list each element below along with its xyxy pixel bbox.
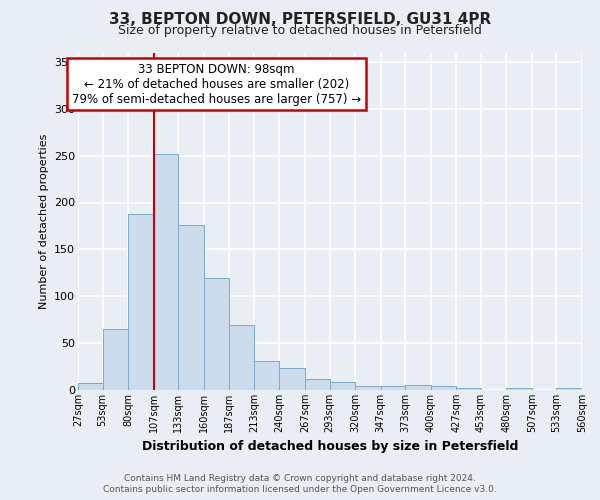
Bar xyxy=(556,388,582,390)
Bar xyxy=(305,379,329,390)
Bar xyxy=(128,214,154,390)
Y-axis label: Number of detached properties: Number of detached properties xyxy=(38,134,49,309)
Bar xyxy=(329,382,355,390)
Bar xyxy=(456,388,481,390)
Bar xyxy=(280,368,305,390)
Bar xyxy=(178,225,204,390)
Bar xyxy=(154,154,178,390)
Bar xyxy=(103,329,128,390)
X-axis label: Distribution of detached houses by size in Petersfield: Distribution of detached houses by size … xyxy=(142,440,518,454)
Bar xyxy=(431,386,456,390)
Bar xyxy=(229,326,254,390)
Text: 33, BEPTON DOWN, PETERSFIELD, GU31 4PR: 33, BEPTON DOWN, PETERSFIELD, GU31 4PR xyxy=(109,12,491,28)
Bar xyxy=(506,388,532,390)
Bar xyxy=(405,386,431,390)
Bar xyxy=(355,386,380,390)
Text: Size of property relative to detached houses in Petersfield: Size of property relative to detached ho… xyxy=(118,24,482,37)
Bar xyxy=(254,361,280,390)
Bar xyxy=(380,386,405,390)
Bar xyxy=(204,278,229,390)
Bar xyxy=(78,384,103,390)
Text: 33 BEPTON DOWN: 98sqm
← 21% of detached houses are smaller (202)
79% of semi-det: 33 BEPTON DOWN: 98sqm ← 21% of detached … xyxy=(72,62,361,106)
Text: Contains HM Land Registry data © Crown copyright and database right 2024.
Contai: Contains HM Land Registry data © Crown c… xyxy=(103,474,497,494)
